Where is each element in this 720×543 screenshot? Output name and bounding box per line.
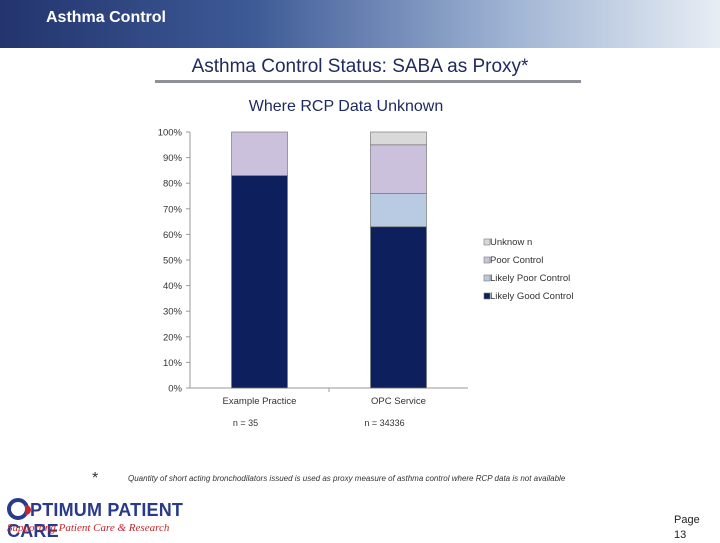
logo-o-mark [7, 498, 31, 520]
slide-title: Asthma Control Status: SABA as Proxy* [191, 56, 529, 77]
bar-segment [370, 131, 427, 146]
header-bar: Asthma Control [0, 0, 720, 48]
footnote-marker: * [92, 470, 99, 487]
company-logo: PTIMUM PATIENT CARE Supporting Patient C… [2, 496, 202, 542]
title-underline [155, 80, 581, 83]
page-number-value: 13 [674, 529, 687, 541]
legend-swatch [483, 238, 491, 246]
y-tick-label: 60% [163, 230, 183, 241]
y-tick-label: 70% [163, 204, 183, 215]
legend-label: Likely Good Control [490, 291, 573, 302]
y-tick-label: 40% [163, 281, 183, 292]
y-tick-label: 10% [163, 358, 183, 369]
bar-segment [231, 175, 288, 389]
y-tick-label: 100% [158, 128, 183, 139]
logo-wordmark: PTIMUM PATIENT CARE [7, 498, 202, 542]
y-tick-label: 50% [163, 256, 183, 267]
category-n-label: n = 35 [233, 418, 258, 428]
logo-tagline: Supporting Patient Care & Research [7, 522, 170, 534]
footnote-text: Quantity of short acting bronchodilators… [128, 474, 566, 483]
legend-label: Likely Poor Control [490, 273, 570, 284]
page-label: Page [674, 514, 700, 526]
header-title: Asthma Control [46, 9, 166, 26]
bar-segment [370, 193, 427, 228]
category-n-label: n = 34336 [364, 418, 404, 428]
chart-title: Where RCP Data Unknown [248, 98, 444, 115]
logo-name: PTIMUM PATIENT CARE [7, 500, 184, 541]
x-category-label: OPC Service [371, 396, 426, 407]
legend-swatch [483, 292, 491, 300]
legend-label: Unknow n [490, 237, 532, 248]
legend-swatch [483, 274, 491, 282]
y-tick-label: 80% [163, 179, 183, 190]
bar-segment [231, 131, 288, 176]
y-tick-label: 30% [163, 307, 183, 318]
page-number: Page 13 [674, 513, 700, 543]
bar-segment [370, 226, 427, 389]
legend-label: Poor Control [490, 255, 543, 266]
legend-swatch [483, 256, 491, 264]
y-tick-label: 90% [163, 153, 183, 164]
y-tick-label: 20% [163, 332, 183, 343]
bar-segment [370, 144, 427, 194]
y-tick-label: 0% [168, 384, 182, 395]
x-category-label: Example Practice [223, 396, 297, 407]
